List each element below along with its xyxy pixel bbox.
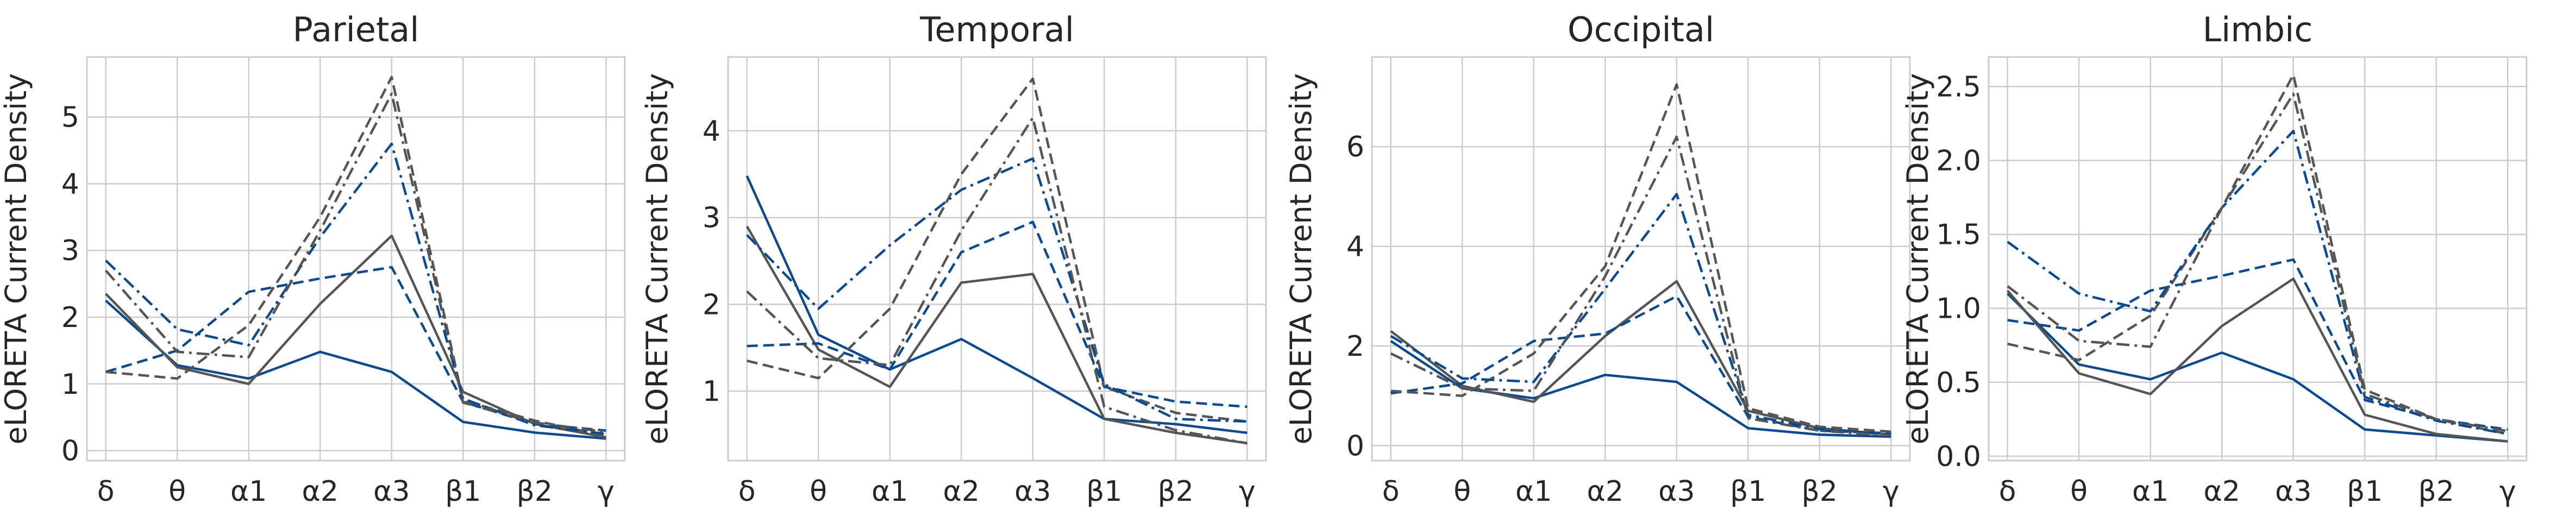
y-tick-label: 2	[703, 288, 720, 321]
x-tick-label: β2	[1802, 475, 1838, 508]
chart-panel-limbic: 0.0 0.5 1.0 1.5 2.0 2.5 δ θ α1 α2 α3 β1 β2 γ Limbic eLO…	[1901, 10, 2528, 508]
x-tick-label: γ	[1239, 475, 1256, 508]
series-line-gray-dashed	[2007, 73, 2508, 436]
chart-title: Parietal	[293, 10, 419, 49]
x-tick-label: α2	[302, 475, 339, 508]
series-line-gray-dashed	[747, 77, 1248, 423]
series-line-gray-dashdot	[2007, 92, 2508, 432]
series-line-blue-dashdot	[1390, 193, 1891, 436]
series-line-blue-solid	[105, 299, 606, 440]
chart-title: Occipital	[1568, 10, 1714, 49]
chart-panel-temporal: 1 2 3 4 δ θ α1 α2 α3 β1 β2 γ Temporal eLORETA Current…	[640, 10, 1267, 508]
x-tick-label: γ	[1883, 475, 1900, 508]
x-tick-label: δ	[1999, 475, 2016, 508]
x-tick-label: α2	[1587, 475, 1624, 508]
x-tick-label: α3	[373, 475, 410, 508]
y-tick-label: 4	[703, 115, 720, 148]
x-tick-label: α1	[2132, 475, 2168, 508]
series-line-blue-solid	[745, 175, 1248, 435]
x-tick-label: α3	[1014, 475, 1051, 508]
y-tick-label: 1.5	[1936, 219, 1981, 251]
y-tick-label: 3	[61, 235, 79, 267]
series-line-gray-dashdot	[105, 92, 606, 433]
x-tick-label: θ	[2070, 475, 2088, 508]
series-line-gray-solid	[1390, 280, 1891, 436]
x-tick-label: δ	[1382, 475, 1400, 508]
series-line-blue-dashdot	[746, 157, 1248, 423]
series-line-blue-dashdot	[105, 142, 606, 436]
x-tick-label: α1	[872, 475, 908, 508]
y-axis-label: eLORETA Current Density	[0, 73, 33, 445]
x-tick-label: γ	[598, 475, 615, 508]
x-tick-label: θ	[1453, 475, 1471, 508]
series-line-gray-solid	[105, 234, 606, 439]
x-tick-label: α1	[1515, 475, 1552, 508]
x-tick-label: β1	[1730, 475, 1766, 508]
chart-panel-parietal: 0 1 2 3 4 5 δ θ α1 α2 α3 β1 β2 γ Parietal eLORETA Curre…	[0, 10, 626, 508]
y-tick-label: 0.0	[1936, 441, 1981, 473]
series-line-blue-dashed	[105, 266, 606, 432]
plot-frame	[727, 56, 1267, 462]
y-tick-label: 5	[61, 102, 79, 134]
series-line-gray-dashdot	[1390, 135, 1891, 437]
x-tick-label: α1	[230, 475, 267, 508]
y-axis-label: eLORETA Current Density	[640, 73, 674, 445]
series-line-gray-dashdot	[746, 116, 1248, 445]
y-tick-label: 4	[61, 168, 79, 200]
series-line-gray-dashed	[105, 75, 606, 437]
chart-title: Temporal	[919, 10, 1074, 49]
x-tick-label: β1	[2347, 475, 2383, 508]
plot-frame	[1371, 56, 1911, 462]
x-tick-label: γ	[2499, 475, 2516, 508]
y-tick-label: 1	[61, 368, 79, 401]
x-tick-label: θ	[168, 475, 186, 508]
x-tick-label: β2	[517, 475, 553, 508]
y-tick-label: 6	[1346, 131, 1364, 163]
series-line-blue-dashed	[2007, 258, 2508, 431]
series-line-gray-dashed	[1390, 83, 1891, 433]
y-tick-label: 1	[703, 375, 720, 408]
y-tick-label: 2.5	[1936, 71, 1981, 103]
x-tick-label: α2	[2204, 475, 2240, 508]
y-tick-label: 0	[1346, 430, 1364, 462]
y-axis-label: eLORETA Current Density	[1284, 73, 1318, 445]
x-tick-label: α2	[943, 475, 980, 508]
x-tick-label: β2	[2418, 475, 2454, 508]
plot-frame	[86, 56, 626, 462]
x-tick-label: β1	[1086, 475, 1122, 508]
y-tick-label: 1.0	[1936, 293, 1981, 325]
plot-frame	[1988, 56, 2528, 462]
chart-panel-occipital: 0 2 4 6 δ θ α1 α2 α3 β1 β2 γ Occipital eLORETA Curren…	[1284, 10, 1911, 508]
series-line-blue-dashdot	[2007, 129, 2508, 436]
series-line-blue-dashed	[1390, 295, 1891, 435]
x-tick-label: δ	[738, 475, 756, 508]
series-line-gray-solid	[745, 225, 1248, 445]
y-tick-label: 0	[61, 435, 79, 468]
x-tick-label: δ	[97, 475, 115, 508]
y-tick-label: 3	[703, 202, 720, 235]
y-tick-label: 2	[61, 301, 79, 334]
series-line-blue-solid	[2007, 292, 2508, 443]
y-tick-label: 4	[1346, 231, 1364, 263]
series-line-blue-dashed	[747, 221, 1248, 408]
y-axis-label: eLORETA Current Density	[1901, 73, 1935, 445]
x-tick-label: β1	[445, 475, 481, 508]
chart-title: Limbic	[2203, 10, 2313, 49]
x-tick-label: θ	[810, 475, 827, 508]
y-tick-label: 2.0	[1936, 145, 1981, 178]
series-line-gray-solid	[2006, 277, 2508, 443]
y-tick-label: 0.5	[1936, 367, 1981, 399]
x-tick-label: α3	[1658, 475, 1695, 508]
x-tick-label: α3	[2275, 475, 2311, 508]
x-tick-label: β2	[1158, 475, 1194, 508]
y-tick-label: 2	[1346, 330, 1364, 363]
